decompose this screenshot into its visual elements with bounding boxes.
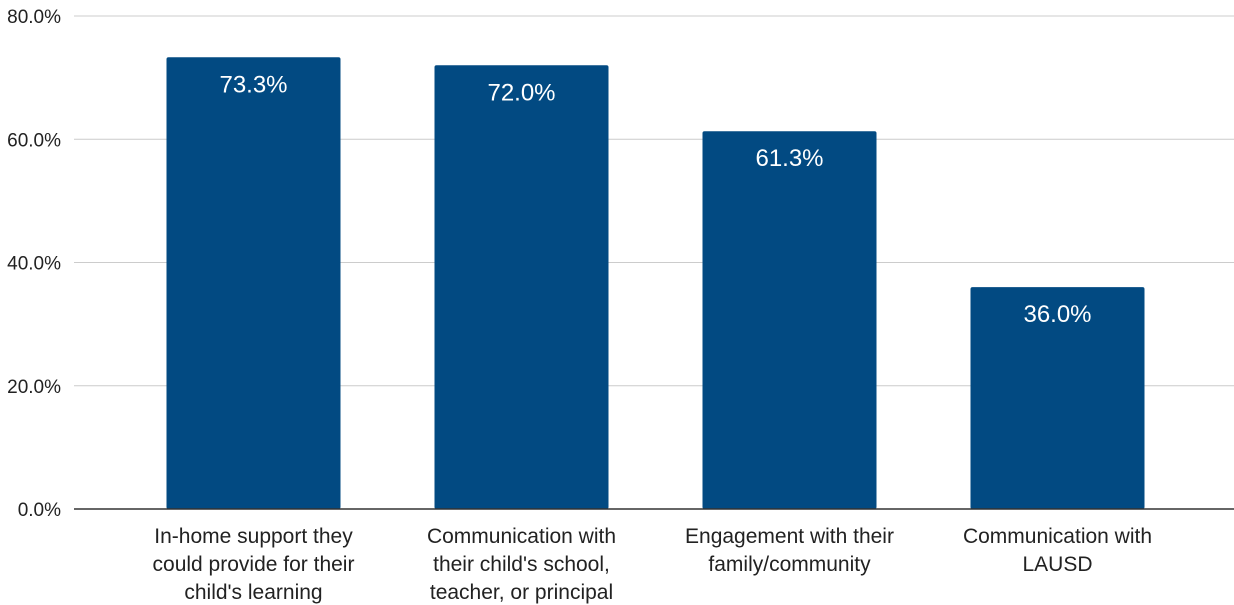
bar	[434, 65, 609, 510]
x-category-label-line: could provide for their	[153, 553, 355, 576]
bars: 73.3% 72.0% 61.3% 36.0%	[166, 57, 1145, 510]
bar-data-label: 36.0%	[1023, 301, 1091, 328]
x-category-label: Communication with LAUSD	[963, 525, 1152, 576]
bar	[166, 57, 341, 509]
bar-data-label: 73.3%	[219, 71, 287, 98]
y-tick-label: 60.0%	[7, 130, 61, 151]
bar-group: 72.0%	[434, 65, 609, 510]
x-category-label: In-home support they could provide for th…	[153, 525, 355, 604]
x-category-label-line: family/community	[708, 553, 871, 576]
y-tick-label: 80.0%	[7, 7, 61, 28]
bar-data-label: 61.3%	[755, 145, 823, 172]
x-category-label-line: child's learning	[184, 581, 322, 604]
x-category-label-line: Communication with	[427, 525, 616, 548]
y-tick-label: 0.0%	[18, 500, 61, 521]
x-category-label: Communication with their child's school, t…	[427, 525, 616, 604]
x-category-label-line: In-home support they	[154, 525, 353, 548]
x-category-label: Engagement with their family/community	[685, 525, 894, 576]
bar	[970, 287, 1145, 509]
y-axis-ticks: 0.0% 20.0% 40.0% 60.0% 80.0%	[7, 7, 61, 521]
bar	[702, 131, 877, 509]
x-category-label-line: LAUSD	[1022, 553, 1092, 576]
bar-group: 36.0%	[970, 287, 1145, 509]
x-category-label-line: teacher, or principal	[430, 581, 613, 604]
x-category-label-line: Engagement with their	[685, 525, 894, 548]
x-category-label-line: their child's school,	[433, 553, 610, 576]
bar-data-label: 72.0%	[487, 79, 555, 106]
x-category-label-line: Communication with	[963, 525, 1152, 548]
x-axis-categories: In-home support they could provide for th…	[153, 525, 1153, 604]
y-tick-label: 20.0%	[7, 377, 61, 398]
y-tick-label: 40.0%	[7, 254, 61, 275]
bar-group: 73.3%	[166, 57, 341, 509]
bar-group: 61.3%	[702, 131, 877, 509]
